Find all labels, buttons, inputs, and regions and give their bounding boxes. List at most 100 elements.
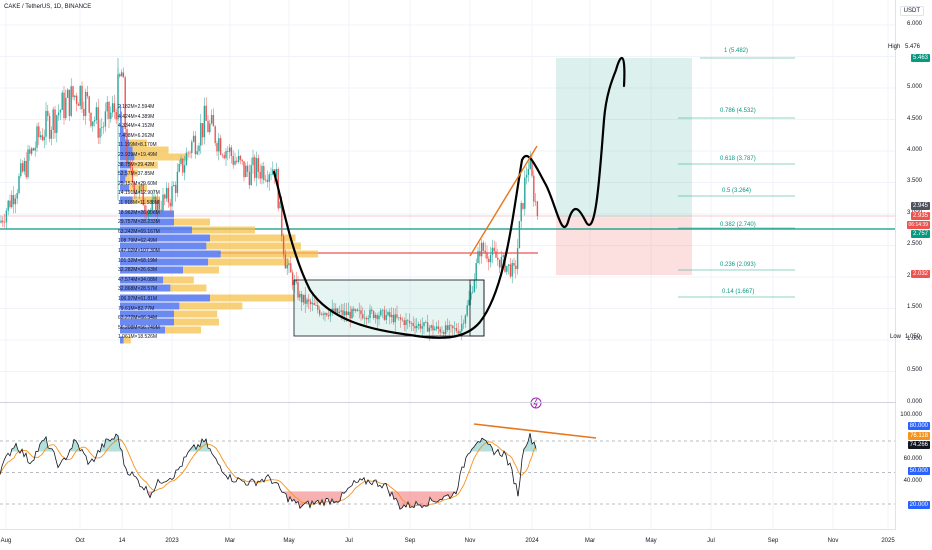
volume-profile-label: 63.272M×66.34M [118, 315, 158, 322]
candle-body [90, 112, 92, 127]
candle-body [452, 325, 454, 329]
osc-ma-line [0, 438, 537, 508]
lightning-icon [533, 398, 538, 409]
candle-body [351, 308, 353, 319]
candle-body [263, 166, 265, 181]
volume-profile-label: 7.408M×6.262M [118, 132, 155, 139]
candle-body [5, 210, 8, 223]
osc-tick: 60.000 [903, 456, 922, 462]
candle-body [299, 293, 301, 298]
candle-body [275, 168, 278, 177]
candle-body [354, 309, 357, 311]
candle-body [344, 311, 346, 316]
time-tick: 2024 [525, 538, 539, 544]
candle-body [488, 258, 490, 263]
candle-body [333, 308, 335, 313]
candle-body [479, 251, 481, 257]
volume-bar-up [120, 118, 122, 126]
candle-body [223, 155, 225, 159]
volume-profile-label: 14.191M×12.907M [118, 190, 160, 197]
candle-body [516, 248, 519, 270]
candle-body [309, 301, 312, 305]
candle-body [113, 103, 116, 112]
candle-body [317, 305, 319, 310]
price-tick: 4.000 [906, 147, 922, 153]
volume-profile-label: 11.199M×8.170M [118, 142, 157, 149]
candle-body [311, 303, 314, 305]
candle-body [378, 315, 380, 320]
volume-bar-up [120, 302, 180, 310]
price-axis[interactable]: 6.000 5.000 4.500 4.000 3.500 3.000 2.50… [895, 0, 932, 530]
candle-body [52, 109, 54, 130]
candle-body [122, 72, 125, 78]
time-axis[interactable]: Aug Oct 14 2023 Mar May Jul Sep Nov 2024… [0, 529, 896, 550]
candle-body [524, 177, 526, 209]
candle-body [115, 111, 117, 120]
candle-body [128, 162, 130, 164]
volume-profile-label: 147.02M×107.30M [118, 248, 160, 254]
volume-bar-down [220, 250, 318, 258]
time-tick: 2025 [881, 538, 895, 544]
volume-bar-up [120, 266, 183, 274]
candle-body [104, 111, 107, 127]
candle-body [302, 294, 305, 303]
price-tick: 0.500 [906, 367, 922, 373]
price-tag: 2.945 [910, 202, 930, 210]
candle-body [405, 320, 407, 326]
candle-body [358, 310, 360, 311]
candle-body [194, 135, 197, 155]
candle-body [372, 311, 375, 318]
candle-body [39, 135, 42, 138]
time-tick: Aug [0, 538, 12, 544]
candle-body [93, 120, 96, 122]
candle-body [416, 325, 418, 329]
volume-bar-down [174, 310, 218, 318]
candle-body [266, 179, 269, 182]
fib-label-5: 0.5 (3.264) [722, 188, 752, 194]
candle-body [349, 311, 351, 319]
symbol-title: CAKE / TetherUS, 1D, BINANCE [4, 4, 92, 10]
range-box-edge [469, 279, 485, 337]
candle-body [88, 96, 90, 113]
candle-body [162, 194, 164, 212]
candle-body [304, 294, 306, 304]
candle-body [61, 92, 63, 110]
candle-body [261, 166, 263, 179]
candle-body [7, 200, 9, 211]
candle-body [495, 251, 497, 258]
alert-icon [530, 397, 542, 409]
candle-body [198, 145, 200, 152]
candle-body [102, 126, 105, 128]
candle-body [264, 179, 267, 181]
volume-bar-up [120, 258, 209, 266]
candle-body [525, 174, 528, 178]
currency-button[interactable]: USDT [899, 6, 924, 16]
candle-body [239, 155, 242, 160]
candle-body [444, 325, 447, 335]
candle-body [185, 152, 188, 166]
candle-body [482, 242, 485, 251]
pane-separator[interactable] [0, 402, 896, 403]
candle-body [23, 160, 26, 172]
candle-body [270, 174, 272, 175]
volume-bar-up [120, 132, 126, 140]
candle-body [38, 126, 40, 138]
candle-body [342, 310, 344, 316]
candle-body [191, 141, 193, 154]
volume-bar-up [120, 161, 131, 169]
candle-body [362, 314, 364, 319]
volume-bar-up [120, 184, 129, 192]
candle-body [272, 169, 274, 175]
candle-body [326, 313, 328, 316]
candle-body [392, 314, 395, 323]
candle-body [475, 263, 477, 280]
candle-body [327, 315, 330, 317]
candle-body [241, 159, 243, 162]
volume-bar-down [134, 153, 189, 161]
candle-body [92, 121, 94, 127]
time-tick: 2023 [165, 538, 179, 544]
time-tick: May [645, 538, 657, 544]
candle-body [455, 328, 458, 332]
volume-profile-label: 2.182M×2.594M [118, 104, 155, 110]
